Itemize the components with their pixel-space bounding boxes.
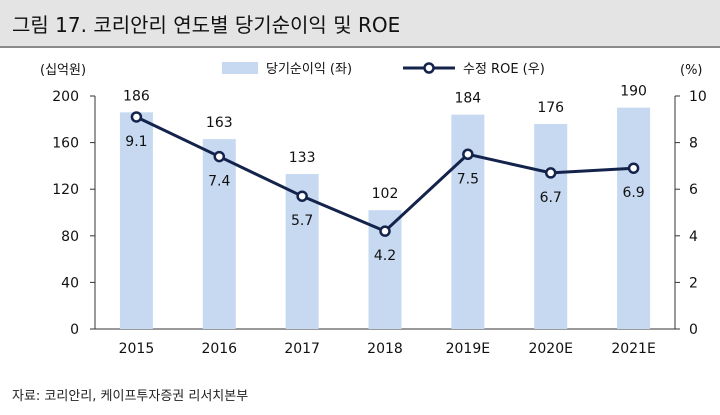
y-left-tick-label: 80: [61, 229, 79, 245]
roe-value-label: 9.1: [125, 134, 147, 150]
bar: [534, 123, 568, 330]
y-right-tick-label: 0: [689, 322, 698, 338]
roe-point: [130, 111, 143, 123]
x-tick-label: 2020E: [528, 341, 572, 357]
roe-point: [296, 190, 308, 202]
y-left-tick-label: 0: [70, 322, 79, 338]
roe-value-label: 6.9: [622, 185, 644, 201]
roe-point: [379, 225, 391, 237]
y-right-tick-label: 8: [689, 136, 698, 152]
bar-value-label: 186: [123, 88, 150, 104]
bar-value-label: 133: [289, 150, 316, 166]
x-tick-label: 2016: [201, 341, 237, 357]
y-left-tick-label: 160: [52, 136, 79, 152]
roe-value-label: 7.4: [208, 174, 230, 190]
legend-line-marker: [423, 62, 435, 74]
legend-bar-label: 당기순이익 (좌): [266, 62, 352, 77]
x-tick-label: 2021E: [611, 341, 655, 357]
y-left-tick-label: 40: [61, 275, 79, 291]
y-right-tick-label: 10: [689, 89, 707, 105]
x-tick-label: 2018: [367, 341, 403, 357]
bar-value-label: 163: [206, 115, 233, 131]
y-left-unit-label: (십억원): [40, 63, 86, 78]
bar: [119, 112, 153, 329]
roe-point: [627, 162, 640, 174]
legend-bar-swatch: [222, 62, 258, 74]
y-right-unit-label: (%): [680, 63, 703, 78]
roe-value-label: 7.5: [457, 171, 479, 187]
bar-value-label: 184: [454, 91, 481, 107]
title-divider: [0, 46, 720, 48]
y-right-tick-label: 2: [689, 275, 698, 291]
page-title: 그림 17. 코리안리 연도별 당기순이익 및 ROE: [12, 13, 401, 37]
bar: [202, 139, 236, 329]
roe-value-label: 5.7: [291, 213, 313, 229]
x-tick-label: 2015: [119, 341, 155, 357]
y-right-tick-label: 4: [689, 229, 698, 245]
bar-value-label: 190: [620, 84, 647, 100]
y-right-tick-label: 6: [689, 182, 698, 198]
y-left-tick-label: 120: [52, 182, 79, 198]
bar-value-label: 102: [372, 186, 399, 202]
x-tick-label: 2019E: [446, 341, 490, 357]
roe-value-label: 4.2: [374, 248, 396, 264]
bar: [451, 114, 485, 329]
roe-point: [462, 148, 474, 160]
x-tick-label: 2017: [284, 341, 320, 357]
roe-point: [213, 150, 226, 163]
title-bar: [0, 0, 720, 46]
roe-value-label: 6.7: [540, 190, 562, 206]
legend-line-label: 수정 ROE (우): [463, 62, 545, 77]
y-left-tick-label: 200: [52, 89, 79, 105]
roe-point: [544, 167, 557, 179]
bar: [617, 107, 651, 330]
bar-value-label: 176: [537, 100, 564, 116]
source-note: 자료: 코리안리, 케이프투자증권 리서치본부: [12, 389, 249, 404]
